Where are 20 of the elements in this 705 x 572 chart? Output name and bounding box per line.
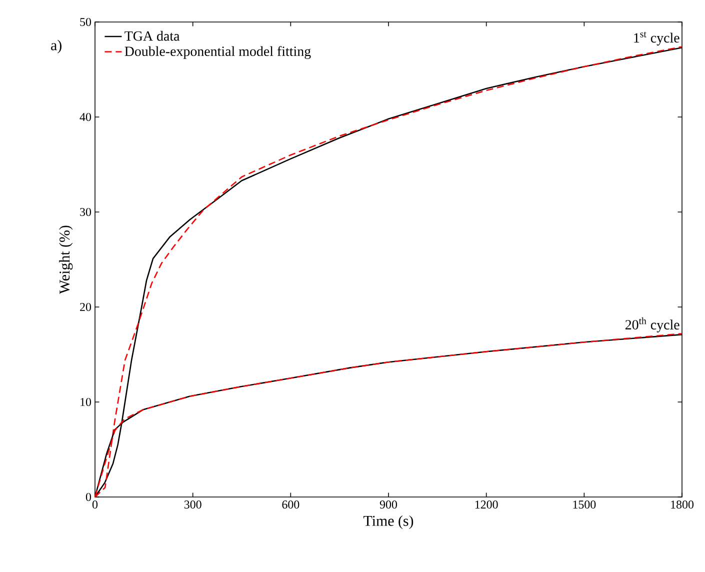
x-tick-label: 0 (92, 500, 98, 509)
legend-label: Double-exponential model fitting (124, 46, 311, 59)
annotation: 1$^{st}$ cycle (634, 32, 680, 46)
y-tick-label: 40 (80, 112, 92, 122)
annotation: 20$^{th}$ cycle (625, 317, 680, 332)
y-tick-label: 30 (80, 208, 92, 216)
y-tick-label: 20 (80, 302, 92, 312)
text: a) (51, 40, 62, 54)
y-tick-label: 50 (80, 18, 92, 26)
x-tick-label: 300 (184, 500, 202, 509)
y-tick-label: 0 (86, 492, 92, 502)
x-tick-label: 600 (282, 500, 300, 509)
y-axis-title: Weight (%) (59, 226, 73, 294)
x-tick-label: 1200 (475, 500, 498, 509)
x-axis-title: Time (s) (364, 515, 414, 529)
legend-label: TGA data (124, 30, 180, 41)
x-tick-label: 900 (380, 500, 398, 509)
x-tick-label: 1500 (573, 500, 596, 509)
x-tick-label: 1800 (671, 500, 694, 509)
y-tick-label: 10 (80, 398, 92, 406)
